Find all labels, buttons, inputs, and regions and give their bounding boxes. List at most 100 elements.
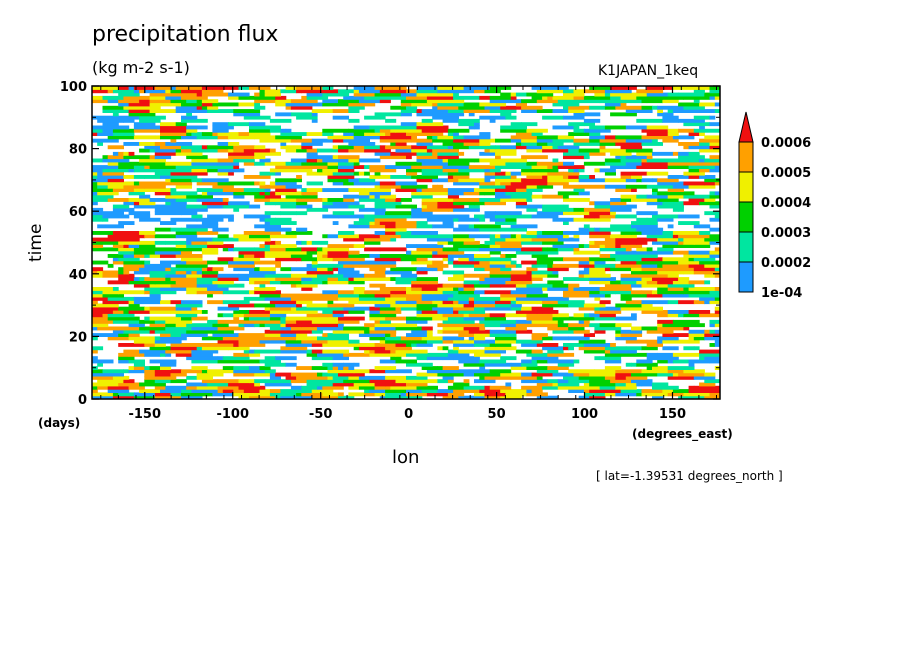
precip-cell [92,392,114,397]
precip-cell [583,385,601,390]
precip-cell [411,260,433,265]
precip-cell [269,168,276,173]
precip-cell [531,95,543,100]
precip-cell [474,201,486,206]
precip-cell [411,145,428,150]
precip-cell [385,198,397,202]
precip-cell [683,254,711,258]
precip-cell [672,207,679,212]
precip-cell [432,92,454,97]
precip-cell [495,240,522,245]
precip-cell [212,86,240,90]
precip-cell [589,323,601,328]
precip-cell [285,339,302,344]
precip-cell [699,102,716,107]
precip-cell [474,343,491,347]
precip-cell [243,296,266,301]
precip-cell [688,250,711,255]
precip-cell [301,95,308,100]
precip-cell [531,389,543,393]
precip-cell [693,346,700,351]
precip-cell [102,158,130,163]
precip-cell [322,392,339,397]
precip-cell [196,92,203,97]
precip-cell [338,366,344,370]
precip-cell [615,250,627,255]
precip-cell [92,310,109,314]
precip-cell [395,280,412,285]
precip-cell [547,165,554,169]
precip-cell [92,168,104,173]
precip-cell [149,109,177,113]
precip-cell [604,267,611,272]
precip-cell [212,227,229,232]
precip-cell [489,148,517,153]
precip-cell [484,392,506,397]
precip-cell [542,175,548,179]
precip-cell [144,260,151,265]
precip-cell [667,392,684,397]
precip-cell [154,204,172,209]
precip-cell [568,326,585,331]
precip-cell [474,352,491,357]
precip-cell [463,142,480,146]
precip-cell [269,280,281,285]
precip-cell [683,392,711,397]
precip-cell [139,217,161,222]
precip-cell [578,168,585,173]
precip-cell [531,132,543,136]
precip-cell [92,125,114,130]
precip-cell [484,267,501,272]
precip-cell [442,158,449,163]
precip-cell [536,395,559,399]
precip-cell [379,359,397,364]
precip-cell [657,109,663,113]
precip-cell [667,283,695,288]
precip-cell [709,392,720,397]
precip-cell [191,168,208,173]
precip-cell [662,201,684,206]
precip-cell [678,234,684,239]
precip-cell [515,310,538,314]
precip-cell [207,382,229,387]
precip-cell [437,151,459,156]
precip-cell [160,168,177,173]
precip-cell [426,148,433,153]
precip-cell [311,356,334,361]
precip-cell [620,145,643,150]
precip-cell [636,362,658,367]
precip-cell [657,323,663,328]
precip-cell [249,352,261,357]
precip-cell [170,102,182,107]
precip-cell [453,263,475,268]
precip-cell [667,92,679,97]
precip-cell [709,115,716,120]
precip-cell [128,280,145,285]
precip-cell [154,395,161,399]
precip-cell [625,280,637,285]
precip-cell [447,240,465,245]
precip-cell [228,382,255,387]
precip-cell [212,132,219,136]
precip-cell [128,109,151,113]
precip-cell [526,184,538,189]
precip-cell [112,316,140,321]
precip-cell [154,392,172,397]
precip-cell [557,247,575,252]
precip-cell [400,306,418,311]
precip-cell [290,267,318,272]
precip-cell [573,359,580,364]
precip-cell [170,191,198,196]
precip-cell [322,290,339,295]
colorbar-label: 0.0004 [761,196,811,211]
precip-cell [233,310,250,314]
precip-cell [118,356,135,361]
precip-cell [437,250,465,255]
precip-cell [296,333,308,337]
precip-cell [652,366,669,370]
precip-cell [583,343,611,347]
precip-cell [662,293,690,298]
precip-cell [515,250,533,255]
precip-cell [332,313,344,318]
precip-cell [515,296,543,301]
